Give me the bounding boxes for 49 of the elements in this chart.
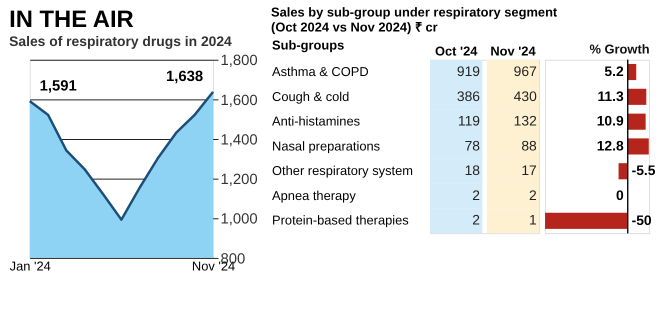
- chart-subtitle: Sales of respiratory drugs in 2024: [9, 32, 232, 49]
- y-tick-label: Asthma & COPD: [272, 64, 369, 80]
- x-tick-label: Jan '24: [10, 258, 51, 274]
- y-tick-label: Apnea therapy: [272, 188, 356, 203]
- data-label: 12.8: [596, 137, 624, 154]
- y-tick-label: Protein-based therapies: [272, 212, 409, 228]
- data-label: 132: [514, 112, 538, 129]
- data-label: 2: [472, 212, 480, 228]
- data-label: 88: [521, 137, 538, 154]
- data-label: 1: [529, 212, 538, 228]
- chart-title: IN THE AIR: [9, 6, 134, 34]
- data-label: 1,638: [166, 68, 204, 85]
- data-label: 919: [456, 63, 480, 80]
- data-label: 967: [514, 63, 538, 80]
- data-label: 2: [529, 186, 538, 203]
- bar: [628, 138, 649, 155]
- bar: [628, 88, 646, 105]
- y-tick-label: Other respiratory system: [272, 163, 413, 178]
- data-label: 0: [616, 187, 624, 204]
- data-label: 78: [464, 137, 480, 154]
- y-tick-label: 1,200: [220, 172, 258, 188]
- data-label: 11.3: [597, 88, 624, 104]
- data-label: 1,591: [40, 78, 77, 94]
- x-tick-label: Oct '24: [434, 43, 478, 58]
- chart-title: Sales by sub-group under respiratory segment (Oct 2024 vs Nov 2024) ₹ cr: [271, 4, 558, 34]
- data-label: 2: [472, 186, 480, 203]
- y-tick-label: 1,800: [220, 53, 258, 70]
- data-label: 430: [514, 88, 538, 104]
- bar: [628, 114, 646, 130]
- data-label: 17: [521, 162, 538, 178]
- y-tick-label: Nasal preparations: [272, 138, 380, 154]
- y-tick-label: 1,000: [220, 212, 258, 228]
- x-axis-title: % Growth: [590, 41, 650, 56]
- data-label: 5.2: [604, 62, 624, 79]
- data-label: 119: [458, 112, 480, 129]
- y-tick-label: Anti-histamines: [272, 114, 360, 129]
- x-tick-label: Nov '24: [490, 43, 536, 58]
- bar: [618, 163, 628, 180]
- data-label: 386: [456, 88, 480, 104]
- y-tick-label: Cough & cold: [272, 88, 350, 104]
- data-label: 18: [464, 162, 480, 178]
- bar: [628, 64, 636, 80]
- y-tick-label: 1,600: [220, 92, 258, 109]
- y-axis-title: Sub-groups: [272, 37, 344, 52]
- data-label: 10.9: [596, 112, 624, 129]
- data-label: -50: [632, 212, 652, 228]
- y-tick-label: 1,400: [220, 132, 258, 148]
- data-label: -5.5: [632, 162, 656, 178]
- bar: [545, 212, 628, 229]
